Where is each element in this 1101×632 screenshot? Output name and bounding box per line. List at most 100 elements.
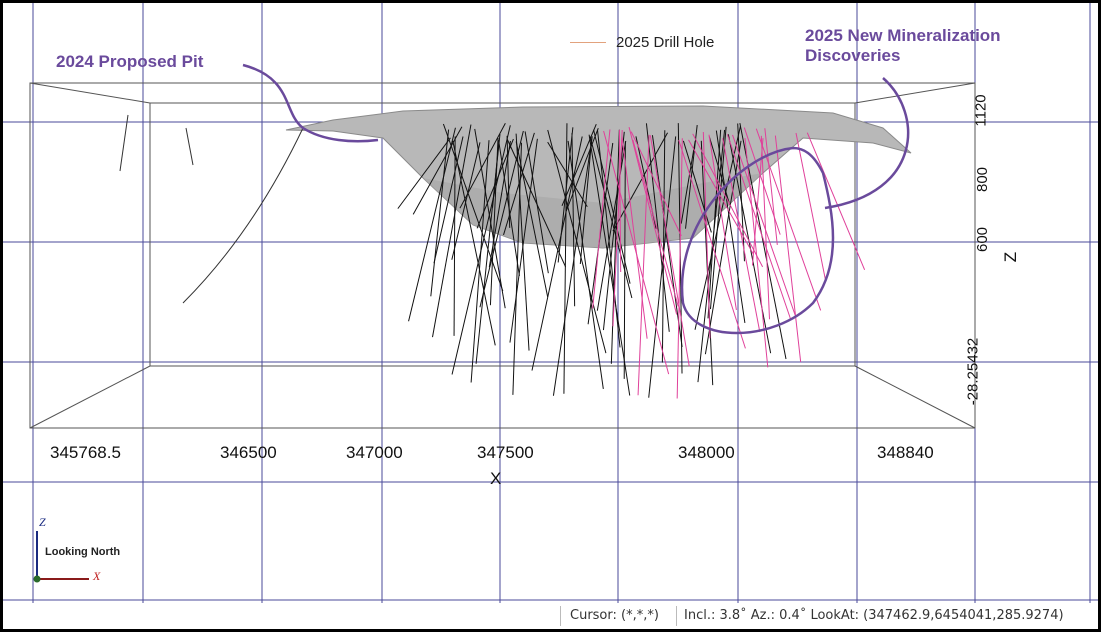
bounding-box-edge: [854, 365, 976, 429]
drill-hole-2025: [649, 135, 690, 367]
drill-hole: [470, 140, 490, 383]
y-axis-dot: [33, 575, 41, 583]
drill-hole-2025: [760, 135, 771, 320]
drill-hole: [680, 141, 696, 224]
annotation-discoveries: 2025 New Mineralization Discoveries: [805, 26, 1001, 66]
pit-annotation-arrow: [242, 63, 379, 143]
drill-hole: [453, 136, 456, 336]
drill-hole: [433, 136, 464, 264]
drill-hole: [596, 140, 627, 311]
bounding-box-edge: [29, 82, 151, 104]
drill-hole: [119, 114, 129, 172]
drill-hole: [707, 129, 722, 319]
drill-hole-2025: [618, 129, 622, 273]
scene-canvas[interactable]: [3, 3, 1098, 603]
drill-hole-2025: [678, 139, 746, 349]
drill-hole-2025: [632, 139, 679, 307]
discoveries-annotation-arrow: [824, 77, 910, 210]
orientation-z-label: Z: [39, 515, 46, 529]
legend-swatch: [570, 42, 606, 43]
drill-hole: [479, 130, 524, 308]
drill-hole-2025: [795, 132, 827, 282]
annotation-line-1: 2025 New Mineralization: [805, 26, 1001, 45]
drill-hole: [474, 128, 506, 309]
drill-hole: [612, 132, 669, 232]
drill-hole: [708, 136, 731, 206]
z-tick: 1120: [972, 94, 990, 127]
annotation-line-2: Discoveries: [805, 46, 901, 65]
drill-hole: [515, 141, 549, 297]
drill-hole: [552, 136, 593, 396]
drill-hole-2025: [702, 131, 711, 339]
drill-hole-2025: [637, 134, 650, 396]
drill-hole: [563, 123, 568, 394]
drill-hole: [587, 142, 614, 325]
drill-hole-2025: [764, 128, 778, 245]
drill-hole: [682, 140, 712, 233]
drill-hole: [709, 126, 727, 310]
z-tick: -28.25432: [964, 337, 982, 406]
x-tick: 348000: [678, 443, 735, 462]
drill-hole: [557, 127, 574, 263]
drill-hole: [685, 124, 698, 229]
x-tick: 346500: [220, 443, 277, 462]
status-bar: Cursor: (*,*,*) Incl.: 3.8˚ Az.: 0.4˚ Lo…: [3, 603, 1098, 629]
drill-hole-2025: [630, 131, 682, 237]
cursor-readout: Cursor: (*,*,*): [570, 608, 659, 623]
drill-hole: [651, 135, 683, 348]
bounding-box-front: [29, 82, 976, 429]
drill-hole-2025: [592, 129, 611, 309]
bounding-box-edge: [29, 365, 151, 429]
drill-hole-2025: [732, 134, 797, 317]
bounding-box-edge: [854, 82, 976, 104]
drill-hole-2025: [692, 133, 764, 268]
drill-hole-2025: [708, 134, 737, 310]
legend: 2025 Drill Hole: [570, 34, 714, 51]
drill-hole: [593, 129, 631, 284]
drill-hole: [547, 141, 588, 208]
drill-hole: [588, 134, 631, 396]
bounding-box-back: [149, 102, 856, 367]
drill-hole: [531, 136, 583, 371]
annotation-proposed-pit: 2024 Proposed Pit: [56, 52, 204, 71]
x-tick: 348840: [877, 443, 934, 462]
z-tick: 800: [974, 166, 992, 193]
drill-hole: [442, 123, 504, 292]
drill-hole-2025: [612, 129, 623, 327]
drill-hole-2025: [676, 138, 683, 399]
drill-hole: [506, 139, 567, 268]
drill-hole: [498, 140, 520, 277]
drill-hole: [661, 130, 666, 363]
drill-hole: [571, 133, 576, 307]
legend-label: 2025 Drill Hole: [616, 34, 715, 51]
drill-hole-2025: [603, 130, 670, 375]
orientation-x-label: X: [93, 569, 101, 583]
drill-hole-2025: [628, 127, 678, 315]
drill-hole: [561, 124, 597, 207]
view-readout: Incl.: 3.8˚ Az.: 0.4˚ LookAt: (347462.9,…: [684, 608, 1064, 623]
drill-hole: [727, 134, 772, 354]
drill-hole: [515, 133, 530, 351]
drill-hole: [565, 128, 599, 212]
drill-hole: [430, 129, 450, 297]
drill-hole: [524, 131, 549, 274]
drill-hole: [503, 132, 535, 236]
3d-viewport[interactable]: 2025 Drill Hole 2024 Proposed Pit 2025 N…: [3, 3, 1098, 603]
drill-hole: [452, 140, 496, 346]
drill-hole: [737, 123, 745, 262]
drill-hole-2025: [688, 139, 754, 255]
drill-hole: [182, 127, 304, 304]
x-tick: 347000: [346, 443, 403, 462]
drill-hole: [489, 137, 499, 306]
z-tick: 600: [974, 226, 992, 253]
drill-hole-2025: [621, 136, 648, 339]
drill-hole: [645, 123, 670, 332]
drill-hole: [432, 124, 472, 338]
drill-hole-2025: [722, 138, 761, 333]
drill-hole: [408, 127, 456, 322]
z-axis-title: Z: [1001, 251, 1021, 263]
drill-hole: [512, 142, 523, 395]
drill-hole-2025: [755, 128, 822, 311]
x-tick: 347500: [477, 443, 534, 462]
